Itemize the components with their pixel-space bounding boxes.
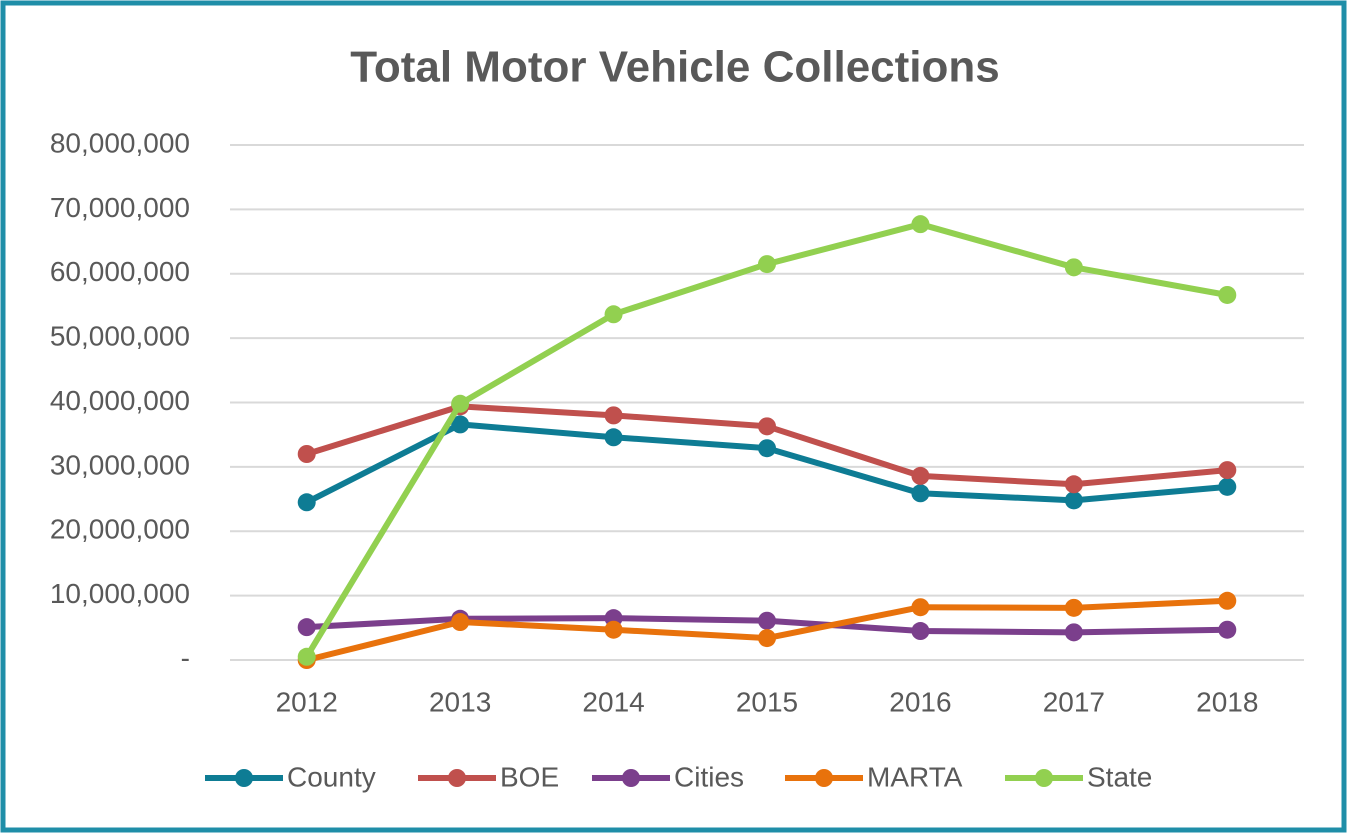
y-tick-label: 50,000,000	[50, 321, 190, 352]
legend-label: MARTA	[867, 761, 963, 792]
x-tick-label: 2015	[736, 686, 798, 717]
y-tick-label: 80,000,000	[50, 127, 190, 158]
legend-label: County	[287, 761, 376, 792]
y-tick-label: 20,000,000	[50, 514, 190, 545]
data-point	[1218, 591, 1237, 610]
data-point	[1218, 461, 1237, 480]
x-tick-label: 2013	[429, 686, 491, 717]
data-point	[758, 417, 776, 436]
data-point	[911, 215, 930, 234]
data-point	[758, 629, 776, 648]
data-point	[911, 484, 930, 503]
legend-label: State	[1087, 761, 1152, 792]
data-point	[758, 439, 776, 458]
x-tick-label: 2017	[1043, 686, 1105, 717]
data-point	[1064, 598, 1083, 617]
data-point	[451, 613, 470, 632]
y-tick-label: 70,000,000	[50, 192, 190, 223]
chart-title: Total Motor Vehicle Collections	[350, 43, 1000, 92]
data-point	[1064, 475, 1083, 494]
legend-marker	[622, 769, 640, 787]
x-tick-label: 2018	[1196, 686, 1258, 717]
data-point	[604, 620, 623, 639]
data-point	[1218, 620, 1237, 639]
data-point	[1064, 258, 1083, 277]
x-tick-label: 2014	[582, 686, 644, 717]
data-point	[297, 618, 316, 637]
legend-label: Cities	[674, 761, 744, 792]
data-point	[297, 445, 316, 463]
data-point	[297, 493, 316, 512]
legend-marker	[235, 769, 253, 787]
y-tick-label: -	[181, 642, 190, 673]
data-point	[604, 305, 623, 324]
data-point	[1218, 285, 1237, 304]
y-tick-label: 30,000,000	[50, 449, 190, 480]
data-point	[758, 611, 776, 630]
data-point	[758, 255, 776, 274]
y-tick-label: 10,000,000	[50, 578, 190, 609]
x-tick-label: 2016	[889, 686, 951, 717]
data-point	[297, 647, 316, 666]
data-point	[604, 428, 623, 447]
y-tick-label: 60,000,000	[50, 256, 190, 287]
data-point	[911, 466, 930, 485]
y-tick-label: 40,000,000	[50, 385, 190, 416]
legend-label: BOE	[500, 761, 559, 792]
data-point	[451, 415, 470, 434]
legend-marker	[815, 769, 833, 787]
legend-marker	[448, 769, 466, 787]
data-point	[911, 622, 930, 641]
legend-marker	[1035, 769, 1053, 787]
data-point	[1218, 477, 1237, 496]
data-point	[911, 598, 930, 617]
data-point	[1064, 491, 1083, 510]
x-tick-label: 2012	[276, 686, 338, 717]
data-point	[1064, 623, 1083, 642]
data-point	[451, 394, 470, 413]
data-point	[604, 406, 623, 425]
